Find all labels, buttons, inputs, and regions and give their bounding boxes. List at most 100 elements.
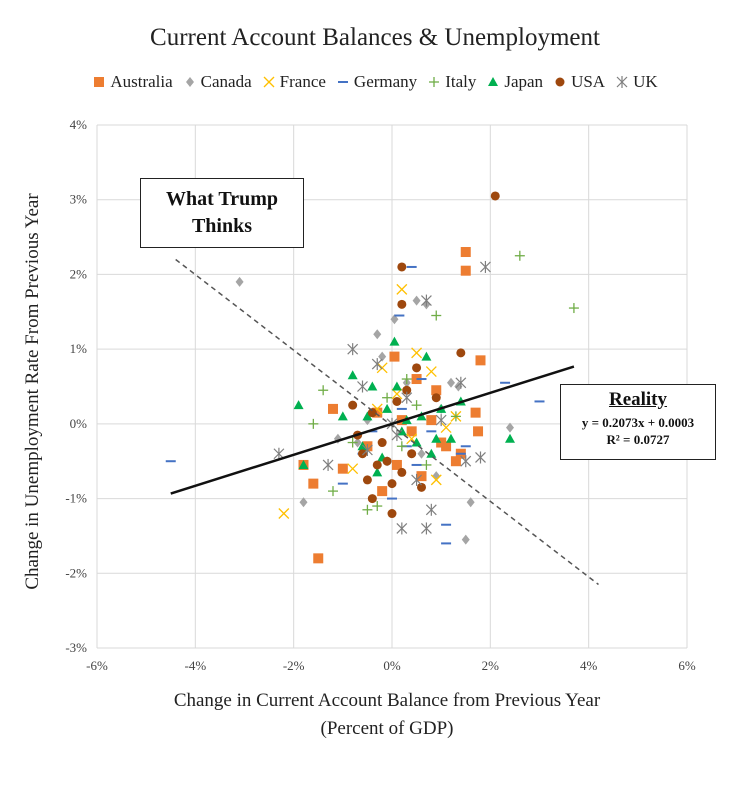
point-italy bbox=[411, 400, 422, 411]
y-tick-label: 0% bbox=[70, 416, 88, 431]
what-trump-thinks-label: What Trump Thinks bbox=[165, 188, 279, 237]
point-usa bbox=[412, 363, 422, 373]
point-usa bbox=[362, 475, 372, 485]
point-canada bbox=[299, 497, 308, 508]
point-japan bbox=[337, 411, 348, 421]
point-uk bbox=[396, 522, 408, 535]
point-australia bbox=[460, 265, 471, 276]
legend-label: Germany bbox=[353, 72, 418, 91]
point-australia bbox=[475, 355, 486, 366]
point-japan bbox=[389, 336, 400, 346]
legend-item-usa: USA bbox=[553, 72, 605, 92]
point-australia bbox=[391, 459, 402, 470]
legend-item-canada: Canada bbox=[183, 72, 252, 92]
point-canada bbox=[506, 422, 514, 433]
point-italy bbox=[362, 504, 373, 515]
point-australia bbox=[450, 456, 461, 467]
point-australia bbox=[460, 247, 471, 258]
legend-marker bbox=[488, 77, 499, 86]
point-japan bbox=[367, 381, 378, 391]
y-tick-label: -3% bbox=[65, 640, 87, 655]
legend-marker-triangle-icon bbox=[488, 77, 499, 86]
legend-marker-x-icon bbox=[263, 76, 275, 88]
y-tick-label: -2% bbox=[65, 565, 87, 580]
point-australia bbox=[426, 415, 437, 426]
point-italy bbox=[328, 486, 338, 497]
point-usa bbox=[387, 479, 397, 489]
what-trump-thinks-box: What Trump Thinks bbox=[140, 178, 304, 248]
point-uk bbox=[420, 522, 432, 535]
point-canada bbox=[417, 448, 426, 459]
legend-marker-plus-icon bbox=[429, 77, 440, 87]
point-uk bbox=[401, 391, 413, 404]
point-australia bbox=[406, 426, 417, 437]
x-tick-label: -4% bbox=[184, 658, 206, 673]
point-australia bbox=[473, 426, 484, 437]
x-tick-label: -2% bbox=[283, 658, 305, 673]
point-japan bbox=[372, 467, 383, 477]
point-uk bbox=[475, 451, 486, 464]
legend-marker bbox=[263, 76, 275, 88]
reality-box: Reality y = 0.2073x + 0.0003 R² = 0.0727 bbox=[560, 384, 716, 460]
point-canada bbox=[466, 497, 475, 508]
point-usa bbox=[358, 449, 367, 459]
point-usa bbox=[367, 494, 377, 504]
legend-marker-star-icon bbox=[616, 76, 628, 88]
point-france bbox=[425, 366, 437, 378]
legend-label: France bbox=[279, 72, 326, 91]
point-australia bbox=[416, 471, 427, 482]
point-uk bbox=[435, 414, 447, 427]
point-japan bbox=[362, 411, 373, 421]
legend-marker bbox=[185, 77, 194, 87]
legend-marker bbox=[555, 77, 565, 87]
point-australia bbox=[313, 553, 324, 564]
point-italy bbox=[514, 250, 525, 261]
point-uk bbox=[357, 380, 368, 393]
point-canada bbox=[390, 314, 399, 325]
point-usa bbox=[397, 262, 407, 272]
point-italy bbox=[318, 385, 329, 396]
point-canada bbox=[461, 534, 470, 545]
y-axis-title: Change in Unemployment Rate From Previou… bbox=[22, 193, 43, 590]
point-france bbox=[411, 347, 423, 359]
point-usa bbox=[392, 396, 402, 406]
legend-label: Canada bbox=[200, 72, 252, 91]
point-uk bbox=[460, 455, 472, 468]
trend-line bbox=[170, 365, 575, 495]
point-japan bbox=[382, 403, 393, 413]
y-tick-label: 4% bbox=[70, 117, 88, 132]
legend-label: USA bbox=[571, 72, 606, 91]
legend-marker-square-icon bbox=[94, 77, 105, 87]
legend-marker bbox=[94, 77, 105, 87]
y-tick-label: 3% bbox=[70, 192, 88, 207]
point-uk bbox=[420, 294, 432, 307]
y-tick-label: 1% bbox=[70, 341, 88, 356]
point-france bbox=[396, 283, 408, 295]
point-france bbox=[430, 474, 442, 486]
point-japan bbox=[505, 433, 515, 443]
point-japan bbox=[431, 433, 442, 443]
point-france bbox=[391, 388, 403, 400]
point-japan bbox=[347, 370, 358, 380]
point-usa bbox=[382, 456, 392, 466]
point-japan bbox=[446, 433, 456, 443]
point-france bbox=[440, 422, 452, 434]
x-axis-title: Change in Current Account Balance from P… bbox=[174, 690, 601, 711]
legend-item-germany: Germany bbox=[336, 72, 417, 92]
point-italy bbox=[382, 392, 393, 403]
point-uk bbox=[347, 343, 359, 356]
point-australia bbox=[436, 437, 447, 448]
legend-marker bbox=[616, 76, 628, 88]
point-italy bbox=[308, 418, 319, 429]
point-australia bbox=[389, 351, 400, 362]
legend-marker-circle-icon bbox=[555, 77, 565, 87]
point-usa bbox=[431, 393, 441, 403]
point-japan bbox=[416, 411, 427, 421]
point-italy bbox=[372, 501, 383, 512]
point-uk bbox=[361, 444, 373, 457]
point-usa bbox=[397, 467, 407, 477]
x-tick-label: -6% bbox=[86, 658, 108, 673]
legend-label: UK bbox=[633, 72, 658, 91]
y-tick-label: 2% bbox=[70, 266, 88, 281]
legend-marker bbox=[429, 77, 440, 87]
